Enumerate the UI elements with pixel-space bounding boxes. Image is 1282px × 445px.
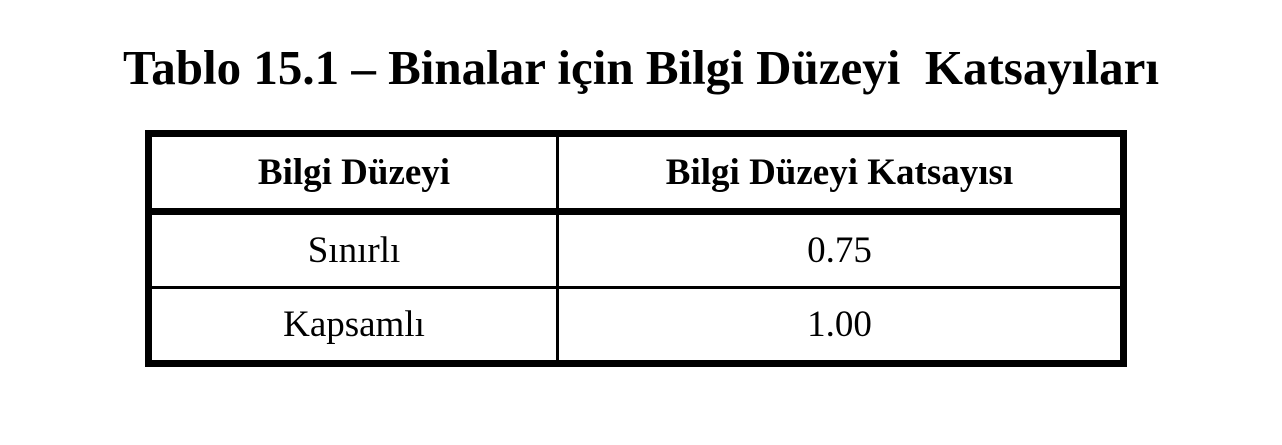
table-row: Kapsamlı 1.00	[152, 287, 1120, 360]
coefficient-table: Bilgi Düzeyi Bilgi Düzeyi Katsayısı Sını…	[145, 130, 1127, 367]
table-cell: Sınırlı	[152, 211, 559, 290]
table-cell: Kapsamlı	[152, 287, 559, 360]
table-cell: 1.00	[807, 304, 872, 345]
column-header: Bilgi Düzeyi Katsayısı	[557, 137, 1120, 215]
column-header: Bilgi Düzeyi	[152, 137, 559, 215]
table-row: Sınırlı 0.75	[152, 211, 1120, 290]
table-cell: 0.75	[557, 211, 1120, 290]
table-title: Tablo 15.1 – Binalar için Bilgi Düzeyi K…	[123, 40, 1159, 95]
table-header-row: Bilgi Düzeyi Bilgi Düzeyi Katsayısı	[152, 137, 1120, 215]
